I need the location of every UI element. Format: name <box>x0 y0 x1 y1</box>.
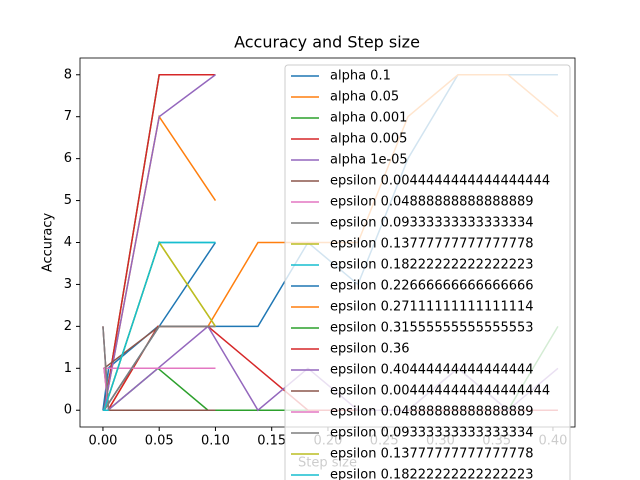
x-tick-label: 0.15 <box>257 434 286 449</box>
x-tick-label: 0.10 <box>201 434 230 449</box>
y-tick-label: 1 <box>64 361 72 376</box>
y-tick-label: 8 <box>64 67 72 82</box>
y-tick-label: 5 <box>64 193 72 208</box>
legend-label: epsilon 0.13777777777777778 <box>330 447 534 462</box>
legend-label: epsilon 0.36 <box>330 342 410 357</box>
y-tick-label: 7 <box>64 109 72 124</box>
legend-label: alpha 0.005 <box>330 132 407 147</box>
legend-label: epsilon 0.22666666666666666 <box>330 279 534 294</box>
legend-label: epsilon 0.0044444444444444444 <box>330 384 550 399</box>
y-tick-label: 6 <box>64 151 72 166</box>
y-tick-label: 0 <box>64 403 72 418</box>
x-tick-label: 0.00 <box>88 434 117 449</box>
y-tick-label: 3 <box>64 277 72 292</box>
legend-label: epsilon 0.27111111111111114 <box>330 300 534 315</box>
line-series <box>102 241 216 411</box>
y-tick-label: 4 <box>64 235 72 250</box>
legend-label: epsilon 0.18222222222222223 <box>330 258 534 273</box>
legend-label: epsilon 0.13777777777777778 <box>330 237 534 252</box>
chart-title: Accuracy and Step size <box>234 33 420 52</box>
line-series <box>102 114 217 411</box>
x-tick-label: 0.05 <box>145 434 174 449</box>
legend-label: epsilon 0.04888888888888889 <box>330 195 534 210</box>
legend-label: epsilon 0.09333333333333334 <box>330 426 534 441</box>
legend-label: epsilon 0.09333333333333334 <box>330 216 534 231</box>
legend-label: alpha 0.05 <box>330 90 399 105</box>
legend-label: alpha 0.1 <box>330 69 391 84</box>
legend-label: epsilon 0.40444444444444444 <box>330 363 534 378</box>
legend-label: epsilon 0.18222222222222223 <box>330 468 534 480</box>
legend-label: alpha 0.001 <box>330 111 407 126</box>
legend-label: epsilon 0.31555555555555553 <box>330 321 534 336</box>
legend-label: epsilon 0.04888888888888889 <box>330 405 534 420</box>
y-axis-label: Accuracy <box>41 213 56 273</box>
legend-label: epsilon 0.0044444444444444444 <box>330 174 550 189</box>
y-tick-label: 2 <box>64 319 72 334</box>
legend-box <box>284 64 571 480</box>
legend-label: alpha 1e-05 <box>330 153 408 168</box>
